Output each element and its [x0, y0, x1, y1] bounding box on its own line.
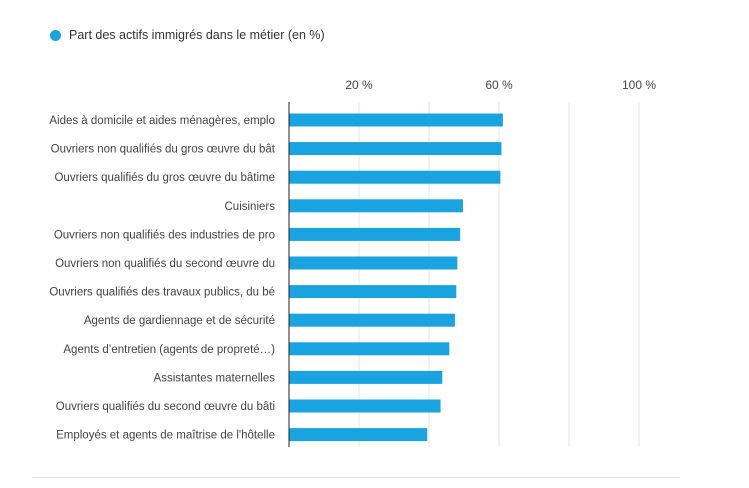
- bar: [289, 370, 443, 384]
- category-label: Aides à domicile et aides ménagères, emp…: [49, 115, 275, 127]
- bar: [289, 256, 458, 270]
- x-tick-label: 100 %: [622, 78, 656, 92]
- bottom-divider: [32, 477, 680, 478]
- category-label: Ouvriers qualifiés du gros œuvre du bâti…: [54, 172, 275, 184]
- bar: [289, 199, 463, 213]
- category-label: Ouvriers qualifiés des travaux publics, …: [49, 287, 275, 299]
- category-label: Employés et agents de maîtrise de l'hôte…: [56, 430, 275, 442]
- bar: [289, 142, 502, 156]
- legend-label: Part des actifs immigrés dans le métier …: [69, 28, 325, 42]
- category-label: Ouvriers non qualifiés des industries de…: [54, 229, 275, 241]
- x-tick-label: 60 %: [485, 78, 513, 92]
- bar: [289, 170, 501, 184]
- legend-swatch: [50, 29, 61, 41]
- category-label: Ouvriers non qualifiés du second œuvre d…: [55, 258, 275, 270]
- category-label: Ouvriers non qualifiés du gros œuvre du …: [51, 144, 276, 156]
- bar: [289, 285, 457, 299]
- legend: Part des actifs immigrés dans le métier …: [50, 26, 325, 44]
- category-label: Cuisiniers: [225, 201, 276, 213]
- bar: [289, 399, 441, 413]
- bar: [289, 113, 503, 127]
- bar: [289, 313, 455, 327]
- category-label: Agents de gardiennage et de sécurité: [84, 315, 275, 327]
- bar: [289, 428, 428, 442]
- category-label: Assistantes maternelles: [154, 372, 276, 384]
- category-label: Agents d’entretien (agents de propreté…): [63, 344, 275, 356]
- bar: [289, 342, 450, 356]
- bar: [289, 227, 461, 241]
- category-label: Ouvriers qualifiés du second œuvre du bâ…: [56, 401, 275, 413]
- x-tick-label: 20 %: [345, 78, 373, 92]
